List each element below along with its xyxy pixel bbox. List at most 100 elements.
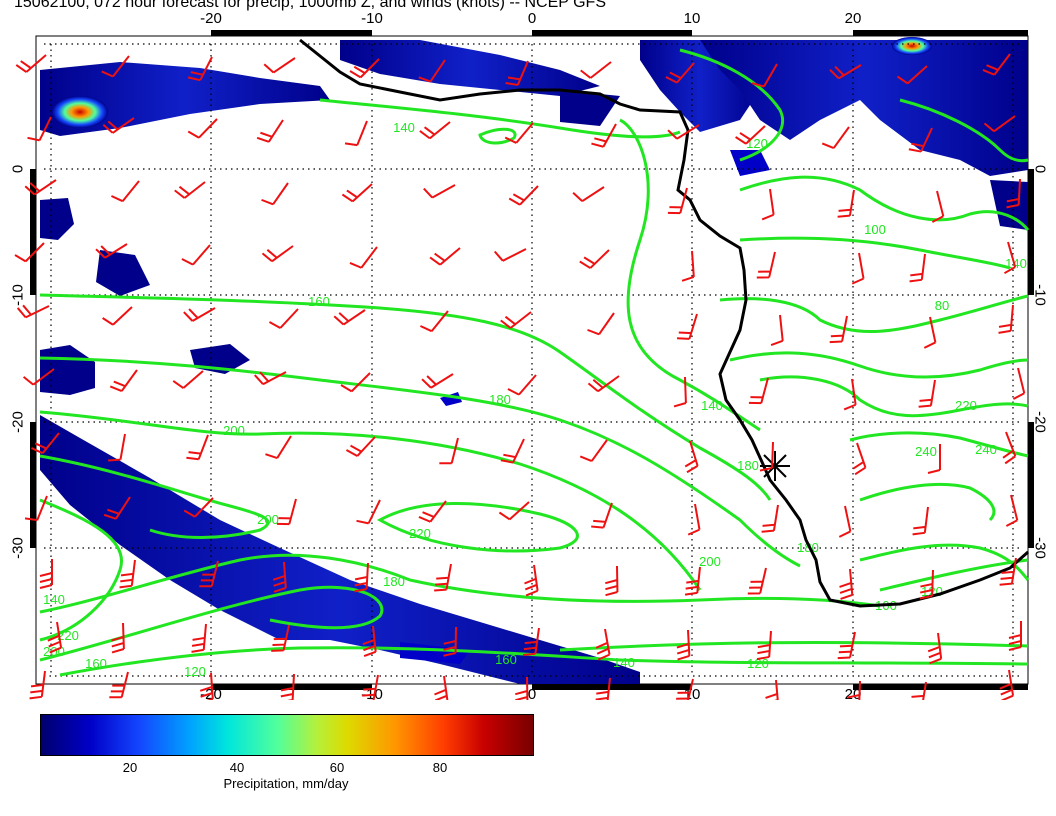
wind-barb-icon — [199, 672, 214, 700]
wind-barb-icon — [909, 681, 927, 700]
wind-barb-icon — [186, 434, 209, 461]
wind-barb-icon — [1005, 494, 1019, 527]
wind-barb-icon — [276, 498, 297, 526]
wind-barb-icon — [101, 55, 130, 78]
wind-barb-icon — [918, 379, 936, 408]
top-lon-tick: -10 — [361, 10, 383, 27]
wind-barb-icon — [261, 245, 294, 263]
wind-barb-icon — [111, 622, 125, 654]
wind-barb-icon — [504, 122, 534, 144]
geopotential-contours — [39, 48, 1030, 677]
wind-barb-icon — [999, 557, 1017, 586]
wind-barb-icon — [684, 566, 701, 596]
lat-lon-grid — [44, 43, 1020, 677]
wind-barb-icon — [676, 629, 691, 661]
wind-barb-icon — [761, 188, 775, 221]
wind-barb-icon — [423, 184, 456, 199]
contour-label: 180 — [383, 574, 405, 589]
wind-barb-icon — [183, 307, 216, 322]
wind-barb-icon — [676, 313, 698, 340]
wind-barb-icon — [254, 371, 287, 386]
wind-barb-icon — [1002, 431, 1017, 465]
wind-barb-icon — [821, 126, 850, 149]
bottom-lon-tick: -20 — [200, 686, 222, 703]
wind-barb-icon — [500, 311, 532, 329]
contour-label: 140 — [43, 592, 65, 607]
wind-barb-icon — [199, 560, 219, 588]
wind-barb-icon — [272, 561, 287, 593]
wind-barb-icon — [837, 631, 856, 660]
wind-barb-icon — [345, 436, 376, 457]
wind-barb-icon — [103, 496, 131, 520]
wind-barb-icon — [579, 249, 610, 269]
contour-label: 140 — [393, 120, 415, 135]
contour-labels: 140 120 100 160 140 80 180 200 220 200 2… — [43, 120, 1027, 679]
wind-barb-icon — [439, 437, 459, 465]
wind-barb-icon — [912, 506, 929, 536]
wind-barb-icon — [594, 677, 611, 700]
wind-barb-icon — [181, 244, 211, 266]
wind-barb-icon — [418, 500, 447, 523]
wind-barb-icon — [271, 624, 290, 652]
colorbar-tick: 60 — [329, 760, 345, 775]
contour-label: 200 — [257, 512, 279, 527]
colorbar-tick: 20 — [122, 760, 138, 775]
wind-barb-icon — [839, 568, 854, 600]
colorbar-tick: 40 — [229, 760, 245, 775]
wind-barb-icon — [931, 190, 945, 223]
forecast-map: 140 120 100 160 140 80 180 200 220 200 2… — [14, 30, 1034, 700]
wind-barb-icon — [263, 57, 296, 74]
wind-barb-icon — [681, 250, 695, 282]
wind-barb-icon — [673, 376, 687, 408]
wind-barb-icon — [579, 439, 608, 462]
wind-barb-icon — [927, 632, 943, 665]
wind-barb-icon — [109, 369, 138, 392]
wind-barb-icon — [418, 59, 446, 83]
contour-label: 220 — [955, 398, 977, 413]
contour-label: 220 — [57, 628, 79, 643]
wind-barb-icon — [419, 121, 451, 140]
wind-barb-icon — [770, 314, 784, 347]
wind-barb-icon — [341, 183, 373, 203]
wind-barb-icon — [27, 116, 52, 142]
wind-barb-icon — [507, 374, 537, 396]
wind-barb-icon — [998, 304, 1014, 334]
wind-barb-icon — [756, 630, 772, 661]
wind-barb-icon — [29, 670, 46, 700]
wind-barb-icon — [896, 65, 928, 85]
contour-label: 120 — [747, 656, 769, 671]
wind-barb-icon — [515, 676, 529, 700]
wind-barb-icon — [927, 444, 941, 474]
contour-label: 180 — [797, 540, 819, 555]
wind-barb-icon — [183, 497, 214, 518]
wind-barb-icon — [919, 569, 934, 600]
contour-label: 100 — [864, 222, 886, 237]
wind-barb-icon — [667, 124, 700, 140]
wind-barb-icon — [837, 189, 855, 218]
wind-barb-icon — [508, 185, 539, 206]
wind-barb-icon — [429, 247, 461, 266]
wind-barb-icon — [102, 117, 135, 134]
wind-barb-icon — [24, 495, 48, 522]
wind-barb-icon — [665, 62, 695, 84]
wind-barb-icon — [843, 378, 857, 411]
wind-barb-icon — [280, 673, 295, 700]
top-lon-tick: 10 — [683, 10, 701, 27]
contour-label: 140 — [1005, 256, 1027, 271]
wind-barb-icon — [333, 309, 366, 326]
wind-barb-icon — [1003, 241, 1017, 275]
wind-barb-icon — [354, 562, 369, 593]
wind-barb-icon — [851, 252, 865, 285]
contour-label: 160 — [308, 294, 330, 309]
contour-label: 160 — [495, 652, 517, 667]
top-lon-tick: 0 — [527, 10, 537, 27]
wind-barb-icon — [591, 502, 613, 529]
wind-barbs — [14, 53, 1026, 700]
wind-barb-icon — [31, 432, 60, 455]
wind-barb-icon — [999, 669, 1015, 700]
contour-label: 240 — [975, 442, 997, 457]
wind-barb-icon — [1006, 178, 1021, 209]
wind-barb-icon — [761, 504, 779, 533]
wind-barb-icon — [362, 625, 377, 658]
wind-barb-icon — [572, 186, 605, 202]
